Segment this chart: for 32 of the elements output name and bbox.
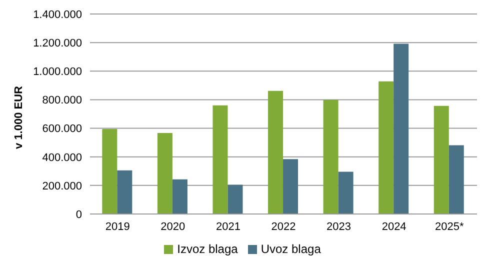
legend-label: Uvoz blaga — [260, 242, 321, 256]
y-tick-label: 400.000 — [42, 152, 82, 164]
bar — [212, 105, 228, 214]
y-tick-label: 200.000 — [42, 180, 82, 192]
x-tick-label: 2021 — [216, 220, 240, 233]
y-tick-label: 0 — [76, 208, 82, 221]
x-tick-label: 2020 — [160, 220, 186, 233]
bar — [268, 90, 284, 214]
x-tick-label: 2023 — [326, 220, 352, 233]
y-tick-label: 600.000 — [42, 123, 82, 136]
bar — [448, 145, 464, 214]
bar — [117, 170, 132, 214]
bar — [157, 133, 172, 214]
bar — [378, 81, 394, 214]
y-tick-label: 1.000.000 — [33, 66, 82, 78]
y-tick-label: 1.200.000 — [33, 37, 82, 50]
bar — [434, 106, 449, 214]
x-tick-label: 2019 — [105, 220, 130, 233]
bar — [394, 44, 409, 214]
bar — [323, 100, 338, 214]
x-tick-label: 2024 — [382, 220, 406, 233]
y-axis-title: v 1.000 EUR — [12, 86, 25, 149]
bar — [338, 172, 354, 214]
bar — [228, 184, 243, 214]
y-tick-label: 1.400.000 — [33, 8, 82, 21]
y-tick-label: 800.000 — [42, 94, 82, 107]
bar — [283, 159, 298, 214]
bar — [172, 179, 188, 214]
x-tick-label: 2025* — [434, 220, 464, 233]
bar — [102, 129, 118, 214]
legend-label: Izvoz blaga — [177, 242, 238, 256]
x-tick-label: 2022 — [271, 220, 296, 233]
